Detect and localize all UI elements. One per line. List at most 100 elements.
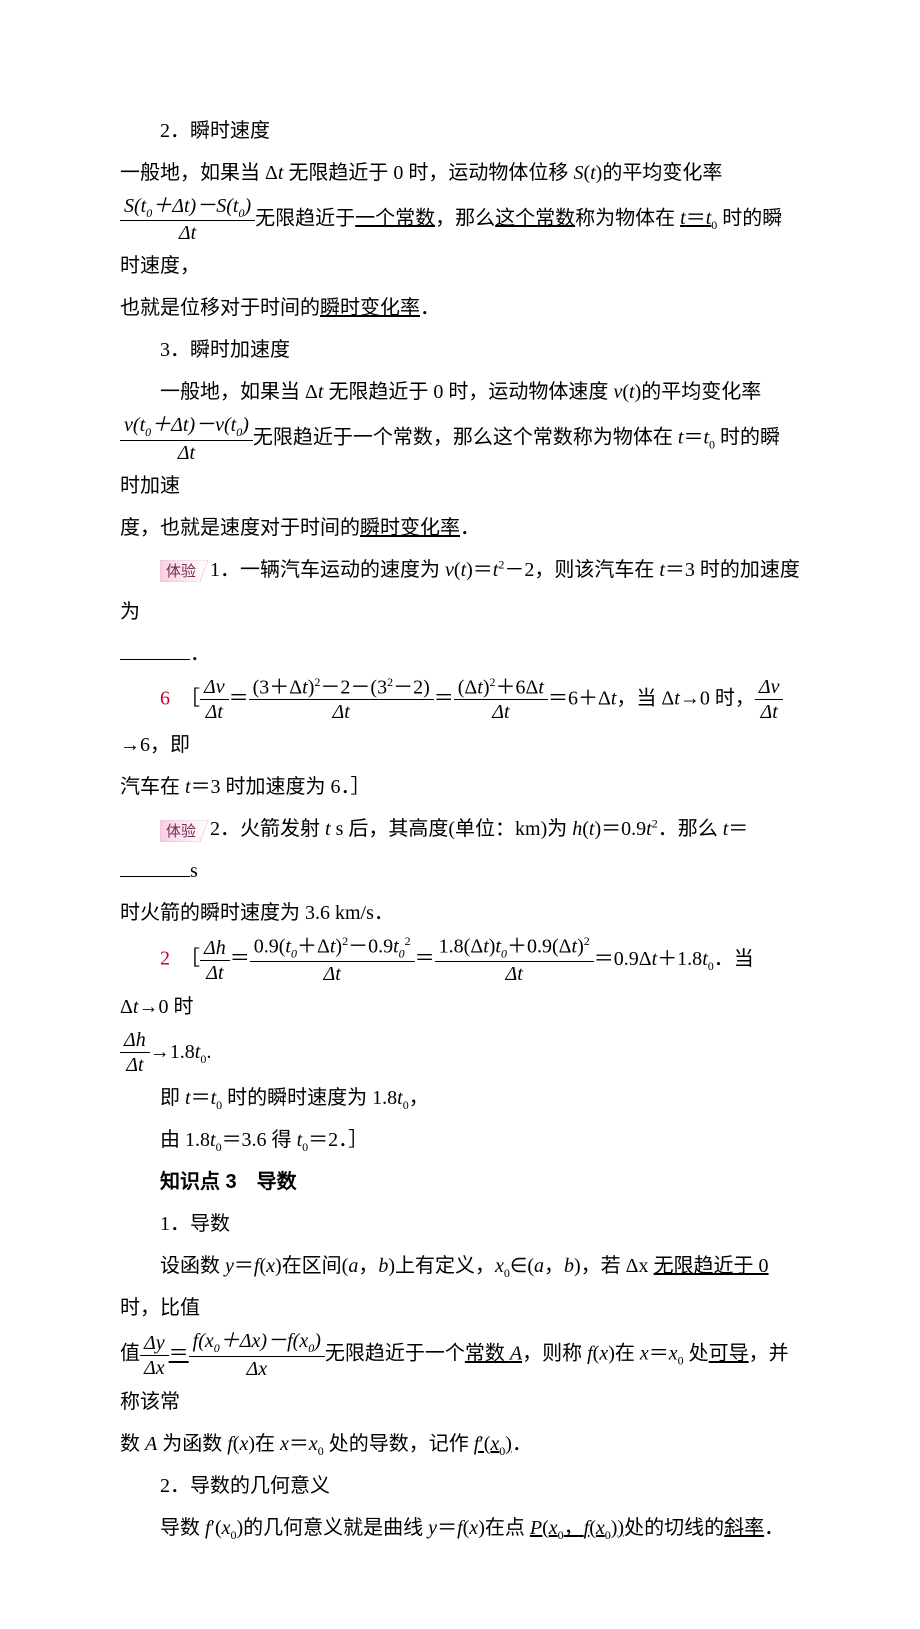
frac-dh-dt: ΔhΔt <box>200 936 230 985</box>
text: ，则称 <box>522 1343 587 1365</box>
text: 在 <box>615 1343 640 1365</box>
svg-text:体验: 体验 <box>166 563 196 580</box>
text: 时的瞬时速度为 1.8t0， <box>222 1087 429 1109</box>
delta-t: Δt <box>265 162 283 184</box>
text: 在区间( <box>282 1255 349 1277</box>
text: 无限趋近于一个 <box>325 1343 465 1365</box>
text: 无限趋近于一个常数，那么这个常数称为物体在 <box>253 427 678 449</box>
text: 无限趋近于 0 时，运动物体速度 <box>323 381 613 403</box>
text: ，那么 <box>435 207 495 229</box>
document-page: 2．瞬时速度 一般地，如果当 Δt 无限趋近于 0 时，运动物体位移 S(t)的… <box>0 0 920 1629</box>
text: 设函数 <box>160 1255 225 1277</box>
text: 度，也就是速度对于时间的 <box>120 517 360 539</box>
frac-simplify: (Δt)2＋6ΔtΔt <box>454 675 548 725</box>
underline-this-const: 这个常数 <box>495 207 575 229</box>
text: 也就是位移对于时间的 <box>120 297 320 319</box>
bracket: ［ <box>190 948 200 970</box>
kp3-sub2-title: 2．导数的几何意义 <box>120 1465 800 1507</box>
text: 一辆汽车运动的速度为 <box>240 559 445 581</box>
text: 时，比值 <box>120 1297 200 1319</box>
text: 处的切线的 <box>624 1517 724 1539</box>
text: ．那么 <box>658 818 723 840</box>
text: 无限趋近于 0 时，运动物体位移 <box>283 162 573 184</box>
frac-expand: (3＋Δt)2－2－(32－2)Δt <box>249 675 434 725</box>
v-of-t: v <box>613 381 622 403</box>
text: 处 <box>684 1343 709 1365</box>
text: 一般地，如果当 <box>120 162 265 184</box>
svg-text:体验: 体验 <box>166 823 196 840</box>
unit: s <box>190 860 198 882</box>
underline-t-eq-t0: t＝t0 <box>680 207 717 229</box>
underline-const: 一个常数 <box>355 207 435 229</box>
answer-value: 6 <box>160 687 170 709</box>
exercise-number: 1． <box>210 559 240 581</box>
frac-dv-dt: ΔvΔt <box>200 675 229 724</box>
exercise-2-solution: 2 ［ΔhΔt＝0.9(t0＋Δt)2－0.9t02Δt＝1.8(Δt)t0＋0… <box>120 934 800 1077</box>
exercise-2-line-solve: 由 1.8t0＝3.6 得 t0＝2．］ <box>120 1119 800 1161</box>
eq: ＝ <box>229 687 249 709</box>
text: 称为物体在 <box>575 207 680 229</box>
frac-fx: f(x0＋Δx)－f(x0)Δx <box>189 1329 325 1380</box>
delta-t: Δt <box>305 381 323 403</box>
exercise-1-solution: 6 ［ΔvΔt＝(3＋Δt)2－2－(32－2)Δt＝(Δt)2＋6ΔtΔt＝6… <box>120 675 800 809</box>
frac-dy-dx: ΔyΔx <box>140 1331 169 1380</box>
section-3-title: 3．瞬时加速度 <box>120 329 800 371</box>
text: ，若 Δx <box>581 1255 654 1277</box>
underline-slope: 斜率 <box>724 1517 764 1539</box>
text: ． <box>420 297 440 319</box>
eq: ＝ <box>415 948 435 970</box>
exercise-2: 体验2．火箭发射 t s 后，其高度(单位：km)为 h(t)＝0.9t2．那么… <box>120 808 800 934</box>
frac-dv-dt-2: ΔvΔt <box>755 675 784 724</box>
kp3-sub2-body: 导数 f′(x0)的几何意义就是曲线 y＝f(x)在点 P(x0，f(x0))处… <box>120 1507 800 1549</box>
answer-blank <box>120 856 190 877</box>
kp3-sub1-body: 设函数 y＝f(x)在区间(a，b)上有定义，x0∈(a，b)，若 Δx 无限趋… <box>120 1245 800 1464</box>
text: 的平均变化率 <box>602 162 722 184</box>
text: →6，即 <box>120 734 190 756</box>
text: ＝6＋Δt，当 Δt→0 时， <box>548 687 755 709</box>
S-of-t: S <box>573 162 583 184</box>
text: 时火箭的瞬时速度为 3.6 km/s． <box>120 902 394 924</box>
underline-rate: 瞬时变化率 <box>320 297 420 319</box>
text: 一般地，如果当 <box>160 381 305 403</box>
fraction-v: v(t0＋Δt)－v(t0) Δt <box>120 413 253 464</box>
badge-icon: 体验 <box>160 820 208 842</box>
fraction-S: S(t0＋Δt)－S(t0) Δt <box>120 194 255 245</box>
badge-icon: 体验 <box>160 560 208 582</box>
section-3-body: 一般地，如果当 Δt 无限趋近于 0 时，运动物体速度 v(t)的平均变化率 v… <box>120 371 800 548</box>
underline-rate: 瞬时变化率 <box>360 517 460 539</box>
eq: ＝ <box>434 687 454 709</box>
text: 值 <box>120 1343 140 1365</box>
kp3-sub1-title: 1．导数 <box>120 1203 800 1245</box>
text: ，则该汽车在 <box>534 559 659 581</box>
underline-fprime: f′(x0) <box>474 1433 512 1455</box>
underline-approach-0: 无限趋近于 0 <box>654 1255 769 1277</box>
section-2-body: 一般地，如果当 Δt 无限趋近于 0 时，运动物体位移 S(t)的平均变化率 S… <box>120 152 800 329</box>
text: ， <box>358 1255 378 1277</box>
text: ． <box>764 1517 784 1539</box>
text: →1.8t0. <box>150 1041 212 1063</box>
text: ． <box>460 517 480 539</box>
formula: v <box>445 559 454 581</box>
exercise-2-line-ie: 即 t＝t0 时的瞬时速度为 1.8t0， <box>120 1077 800 1119</box>
text: 的几何意义就是曲线 <box>243 1517 428 1539</box>
text: 的平均变化率 <box>641 381 761 403</box>
text: 汽车在 t＝3 时加速度为 6．］ <box>120 776 371 798</box>
text: 后，其高度(单位：km)为 <box>343 818 572 840</box>
exercise-number: 2． <box>210 818 240 840</box>
answer-value: 2 <box>160 948 170 970</box>
text: 火箭发射 <box>240 818 325 840</box>
text: 由 1.8t0＝3.6 得 t0＝2．］ <box>160 1129 368 1151</box>
text: )上有定义， <box>388 1255 495 1277</box>
frac-expand: 0.9(t0＋Δt)2－0.9t02Δt <box>250 934 415 986</box>
exercise-1: 体验1．一辆汽车运动的速度为 v(t)＝t2－2，则该汽车在 t＝3 时的加速度… <box>120 549 800 675</box>
underline-const-A: 常数 A <box>465 1343 522 1365</box>
answer-blank <box>120 639 190 660</box>
frac-simplify: 1.8(Δt)t0＋0.9(Δt)2Δt <box>435 934 594 986</box>
text: 导数 <box>160 1517 205 1539</box>
text: ． <box>512 1433 532 1455</box>
section-2-title: 2．瞬时速度 <box>120 110 800 152</box>
text: 无限趋近于 <box>255 207 355 229</box>
text: 在点 <box>485 1517 530 1539</box>
text: 数 A 为函数 f(x)在 x＝x0 处的导数，记作 <box>120 1433 474 1455</box>
t-eq-t0: t <box>678 427 684 449</box>
